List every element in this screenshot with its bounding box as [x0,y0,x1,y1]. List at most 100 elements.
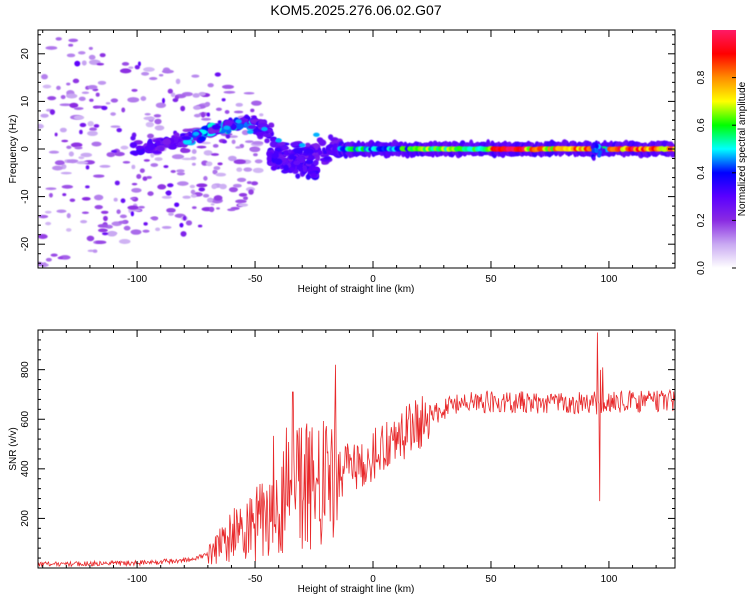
heatmap-noise-cell [106,152,116,158]
heatmap-noise-cell [175,78,181,85]
heatmap-noise-cell [193,105,201,110]
spectrogram-x-tick-label: 100 [601,274,618,285]
heatmap-noise-cell [193,113,201,118]
heatmap-noise-cell [170,169,176,173]
heatmap-noise-cell [92,249,98,253]
heatmap-noise-cell [131,182,138,186]
colorbar-tick-label: 0.4 [696,165,707,179]
heatmap-noise-cell [141,71,150,76]
heatmap-noise-cell [189,184,196,189]
heatmap-arch-cell [157,146,165,151]
heatmap-dip-cell [270,165,277,171]
heatmap-speck-cell [225,134,231,139]
heatmap-noise-cell [201,141,211,145]
heatmap-dip-cell [312,166,320,171]
heatmap-noise-cell [66,228,72,232]
heatmap-speck-cell [79,129,83,135]
heatmap-noise-cell [55,37,62,41]
heatmap-dip-cell [305,173,311,180]
heatmap-speck-cell [102,232,109,236]
heatmap-noise-cell [143,116,156,121]
heatmap-noise-cell [150,216,159,220]
heatmap-noise-cell [45,257,52,262]
snr-x-tick-label: -100 [127,574,147,585]
heatmap-noise-cell [78,96,86,101]
heatmap-noise-cell [251,181,259,186]
heatmap-noise-cell [161,69,174,74]
heatmap-noise-cell [86,235,95,242]
heatmap-noise-cell [252,167,264,174]
heatmap-noise-cell [171,154,185,160]
snr-series-line [38,332,675,568]
snr-y-label: SNR (v/v) [8,427,19,470]
heatmap-dip-cell [313,159,319,166]
heatmap-noise-cell [236,167,243,172]
heatmap-speck-cell [130,211,135,217]
heatmap-speck-cell [130,135,136,141]
heatmap-noise-cell [212,144,219,148]
heatmap-noise-cell [154,125,165,131]
heatmap-speck-cell [172,98,179,103]
heatmap-arch-cell [129,150,139,156]
heatmap-arch-cell [235,123,244,130]
heatmap-noise-cell [167,88,173,94]
heatmap-noise-cell [190,193,197,198]
spectrogram-x-label: Height of straight line (km) [298,284,415,295]
spectrogram-y-tick-label: -10 [20,189,31,204]
heatmap-noise-cell [249,146,261,153]
heatmap-noise-cell [228,135,238,139]
heatmap-arch-cell [287,149,292,154]
heatmap-noise-cell [69,102,79,109]
spectrogram-y-tick-label: 0 [20,146,31,152]
heatmap-speck-cell [221,98,226,102]
heatmap-arch-cell [264,138,270,144]
heatmap-noise-cell [196,183,208,188]
heatmap-speck-cell [180,231,187,237]
heatmap-noise-cell [66,213,71,219]
heatmap-noise-cell [143,159,150,162]
heatmap-noise-cell [215,107,222,112]
heatmap-noise-cell [205,161,213,167]
heatmap-noise-cell [200,112,206,118]
heatmap-noise-cell [95,92,100,97]
heatmap-noise-cell [40,113,49,118]
heatmap-bright-core [313,132,320,137]
heatmap-arch-cell [328,134,334,140]
heatmap-noise-cell [116,209,121,215]
heatmap-bright-core [261,126,268,132]
heatmap-noise-cell [93,194,104,201]
heatmap-noise-cell [87,85,98,90]
heatmap-noise-cell [76,161,89,165]
heatmap-noise-cell [147,133,154,139]
snr-x-label: Height of straight line (km) [298,584,415,595]
spectrogram-y-ticks: -20 -10 0 10 20 [20,34,675,264]
heatmap-speck-cell [74,60,81,67]
snr-y-tick-label: 400 [20,460,31,477]
heatmap-noise-cell [213,166,221,171]
heatmap-speck-cell [49,109,56,115]
heatmap-noise-cell [140,96,147,102]
heatmap-noise-cell [118,220,126,224]
heatmap-noise-cell [68,38,79,43]
heatmap-noise-cell [95,240,107,245]
heatmap-noise-cell [59,127,67,133]
heatmap-speck-cell [180,105,186,112]
heatmap-noise-cell [61,184,74,189]
heatmap-arch-cell [129,142,138,149]
heatmap-noise-cell [66,53,76,58]
heatmap-arch-cell [173,132,180,138]
heatmap-noise-cell [254,159,263,164]
heatmap-noise-cell [110,112,116,116]
snr-x-tick-label: -50 [248,574,263,585]
heatmap-noise-cell [97,223,109,228]
spectrogram-y-tick-label: 10 [20,95,31,107]
heatmap-noise-cell [155,227,161,232]
heatmap-noise-cell [176,169,185,173]
heatmap-speck-cell [62,193,67,197]
heatmap-arch-cell [323,150,328,155]
colorbar-tick-label: 0.0 [696,261,707,275]
heatmap-noise-cell [219,183,227,190]
colorbar-tick-label: 0.6 [696,118,707,132]
heatmap-arch-cell [303,148,314,155]
heatmap-noise-cell [190,189,196,195]
